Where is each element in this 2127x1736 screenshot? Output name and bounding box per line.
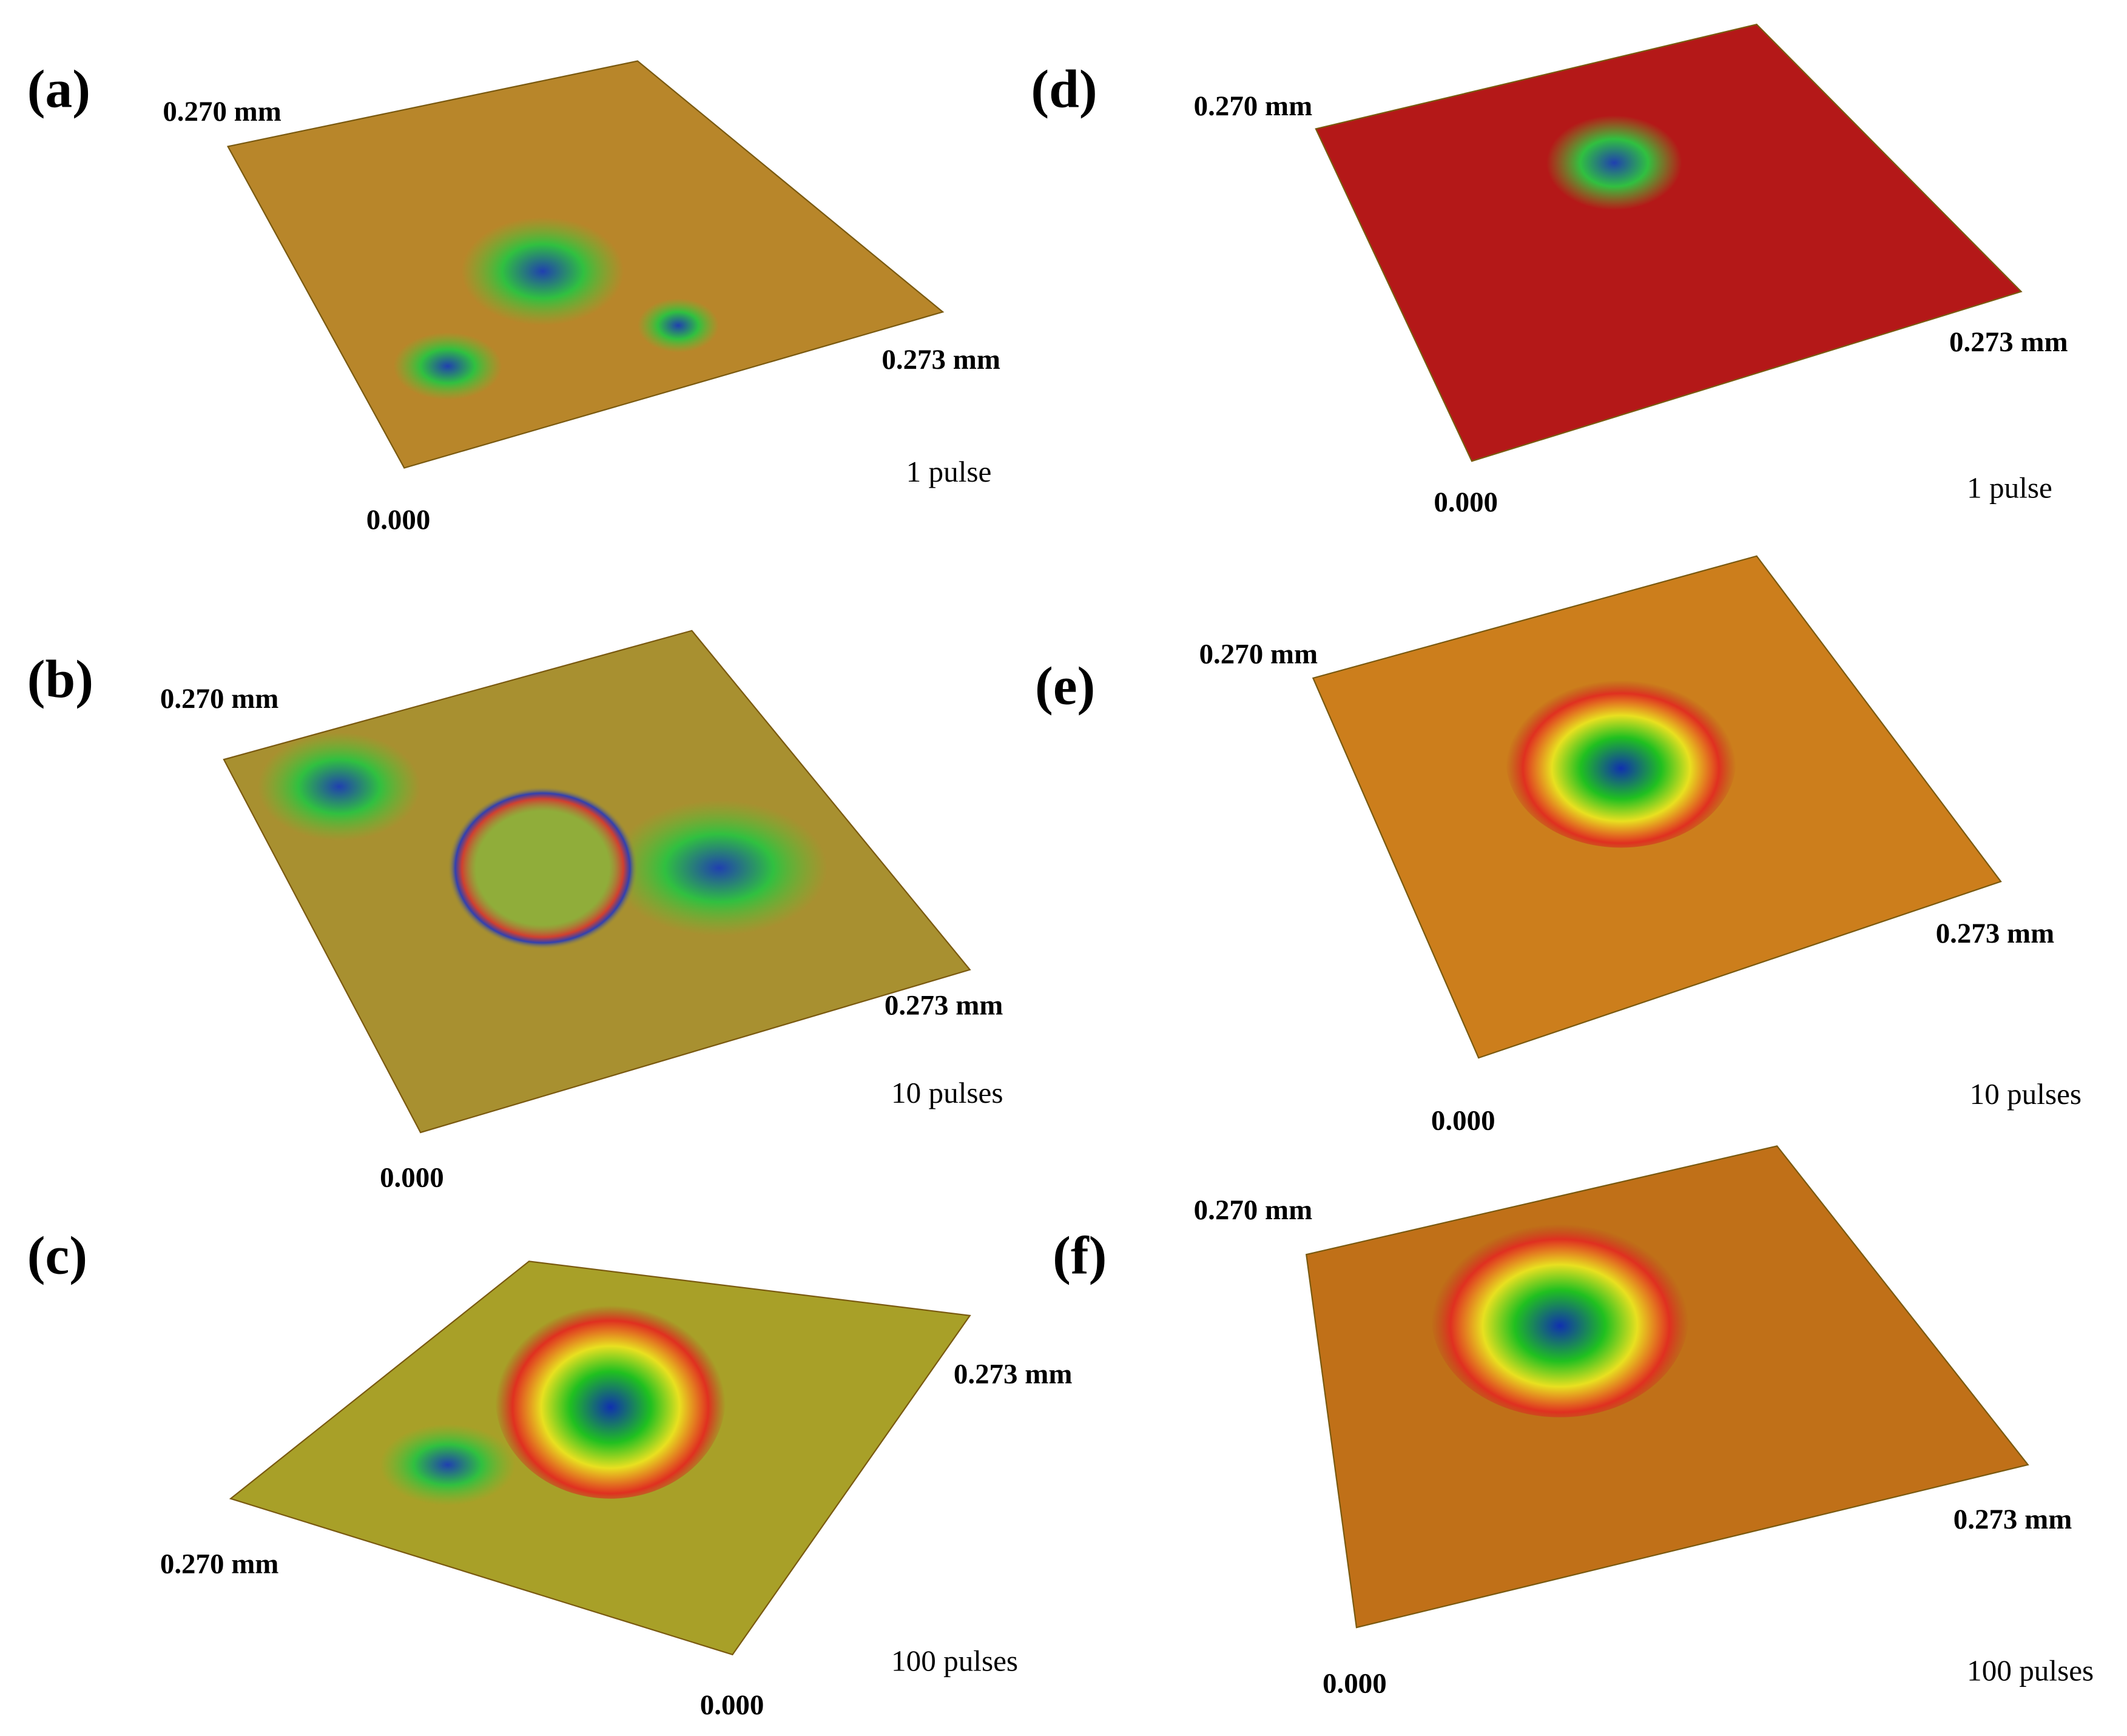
y-axis-label: 0.270 mm bbox=[160, 683, 279, 715]
panel-label: (e) bbox=[1035, 656, 1095, 716]
panel-label: (b) bbox=[27, 649, 93, 709]
origin-label: 0.000 bbox=[380, 1162, 444, 1193]
surface-feature bbox=[380, 1424, 516, 1506]
origin-label: 0.000 bbox=[1434, 486, 1498, 518]
y-axis-label: 0.270 mm bbox=[160, 1549, 279, 1580]
surface-feature bbox=[610, 800, 828, 936]
origin-label: 0.000 bbox=[366, 504, 431, 536]
surface-feature bbox=[1431, 1214, 1689, 1418]
y-axis-label: 0.270 mm bbox=[1194, 1194, 1313, 1226]
pulse-count: 100 pulses bbox=[1967, 1654, 2094, 1687]
surface-feature bbox=[1505, 671, 1737, 848]
panel-label: (a) bbox=[27, 59, 90, 119]
pulse-count: 1 pulse bbox=[906, 455, 992, 488]
x-axis-label: 0.273 mm bbox=[1936, 918, 2055, 949]
x-axis-label: 0.273 mm bbox=[885, 989, 1003, 1021]
surface-feature bbox=[393, 332, 502, 400]
origin-label: 0.000 bbox=[1323, 1667, 1387, 1699]
pulse-count: 1 pulse bbox=[1967, 471, 2052, 505]
surface-feature bbox=[257, 732, 421, 841]
surface-feature bbox=[447, 786, 638, 950]
panel-label: (d) bbox=[1031, 59, 1097, 119]
x-axis-label: 0.273 mm bbox=[954, 1359, 1073, 1390]
surface-feature bbox=[495, 1295, 726, 1499]
pulse-count: 10 pulses bbox=[1970, 1077, 2081, 1111]
y-axis-label: 0.270 mm bbox=[163, 96, 281, 127]
surface bbox=[1305, 1145, 2029, 1629]
panel-label: (c) bbox=[27, 1226, 87, 1286]
origin-label: 0.000 bbox=[1431, 1105, 1495, 1137]
surface bbox=[1315, 24, 2023, 462]
y-axis-label: 0.270 mm bbox=[1199, 638, 1318, 670]
surface-feature bbox=[1546, 115, 1682, 210]
y-axis-label: 0.270 mm bbox=[1194, 90, 1313, 122]
x-axis-label: 0.273 mm bbox=[1953, 1504, 2072, 1535]
pulse-count: 10 pulses bbox=[891, 1076, 1003, 1109]
origin-label: 0.000 bbox=[700, 1689, 764, 1721]
x-axis-label: 0.273 mm bbox=[1949, 326, 2068, 358]
x-axis-label: 0.273 mm bbox=[881, 344, 1000, 375]
panel-label: (f) bbox=[1053, 1226, 1107, 1286]
surface-feature bbox=[637, 298, 720, 353]
surface-feature bbox=[461, 217, 624, 326]
pulse-count: 100 pulses bbox=[891, 1644, 1018, 1678]
